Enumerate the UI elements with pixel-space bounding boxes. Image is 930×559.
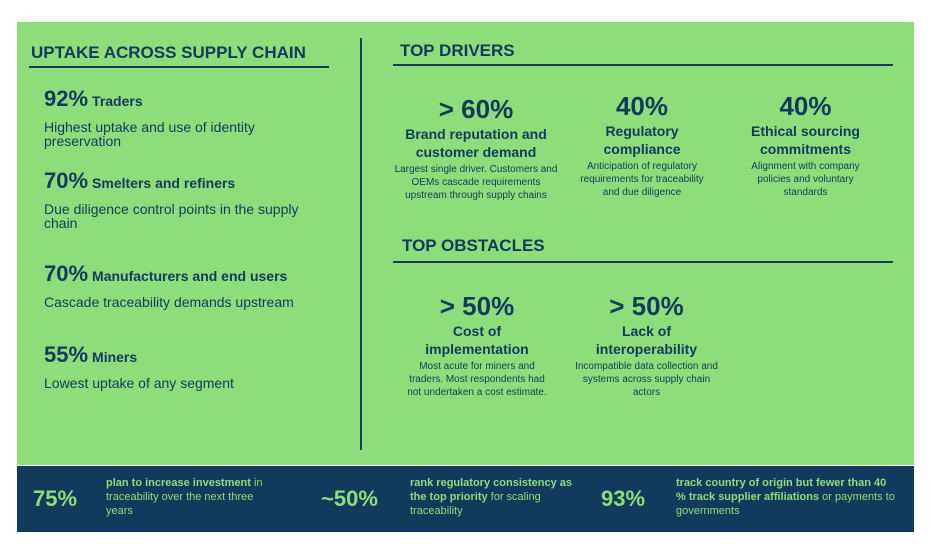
bottom-stat-75: 75% [33,486,78,511]
bottom-bold: track country of origin but fewer than 4… [676,477,887,503]
main-panel: UPTAKE ACROSS SUPPLY CHAIN 92% Traders Hi… [17,22,914,465]
bottom-stats-bar: 75% plan to increase investment in trace… [17,466,914,532]
obstacle-cost: > 50% Cost of implementation Most acute … [402,292,552,399]
bottom-bold: plan to increase investment [106,477,251,489]
segment-label: Traders [92,93,143,109]
segment-label: Smelters and refiners [92,175,236,191]
obstacle-title: Cost of implementation [425,323,529,357]
bottom-bold: rank regulatory consistency as the top p… [410,477,573,503]
driver-pct: > 60% [438,94,514,124]
vertical-divider [360,38,362,450]
segment-desc: Due diligence control points in the supp… [44,201,299,231]
bottom-stat-93: 93% [601,486,646,511]
bottom-stat-50: ~50% [321,486,378,511]
segment-traders: 92% Traders Highest uptake and use of ide… [44,86,334,148]
obstacle-pct: > 50% [439,291,515,321]
driver-pct: 40% [779,91,832,121]
segment-pct: 70% [44,168,89,193]
segment-pct: 55% [44,342,89,367]
bottom-rest: in traceability over the next three year… [106,477,263,517]
segment-label: Miners [92,349,138,365]
driver-desc: Alignment with company policies and volu… [751,161,860,198]
drivers-rule [393,64,893,66]
uptake-rule [29,66,329,68]
segment-manufacturers: 70% Manufacturers and end users Cascade t… [44,261,334,309]
obstacles-title: TOP OBSTACLES [402,236,545,255]
obstacle-interop: > 50% Lack of interoperability Incompati… [574,292,719,399]
bottom-rest: for scaling traceability [410,491,541,517]
segment-smelters: 70% Smelters and refiners Due diligence c… [44,168,334,230]
segment-label: Manufacturers and end users [92,268,288,284]
segment-miners: 55% Miners Lowest uptake of any segment [44,342,334,390]
driver-desc: Largest single driver. Customers and OEM… [394,164,558,201]
obstacle-desc: Most acute for miners and traders. Most … [407,361,547,398]
driver-title: Ethical sourcing commitments [751,123,860,157]
obstacle-desc: Incompatible data collection and systems… [575,361,718,398]
driver-title: Regulatory compliance [603,123,681,157]
obstacles-rule [393,261,893,263]
segment-desc: Highest uptake and use of identity prese… [44,119,255,149]
driver-ethical: 40% Ethical sourcing commitments Alignme… [738,92,873,199]
segment-pct: 70% [44,261,89,286]
driver-desc: Anticipation of regulatory requirements … [580,161,704,198]
bottom-text-93: track country of origin but fewer than 4… [676,476,896,518]
drivers-title: TOP DRIVERS [400,41,515,60]
bottom-text-75: plan to increase investment in traceabil… [106,476,266,518]
segment-desc: Cascade traceability demands upstream [44,294,294,310]
obstacle-title: Lack of interoperability [595,323,698,357]
driver-title: Brand reputation and customer demand [405,126,547,160]
obstacle-pct: > 50% [609,291,684,321]
driver-regulatory: 40% Regulatory compliance Anticipation o… [577,92,707,199]
segment-desc: Lowest uptake of any segment [44,375,234,391]
uptake-title: UPTAKE ACROSS SUPPLY CHAIN [31,43,306,62]
bottom-rest: or payments to governments [676,491,895,517]
segment-pct: 92% [44,86,89,111]
driver-pct: 40% [615,91,669,121]
driver-brand: > 60% Brand reputation and customer dema… [390,95,562,202]
bottom-text-50: rank regulatory consistency as the top p… [410,476,585,518]
